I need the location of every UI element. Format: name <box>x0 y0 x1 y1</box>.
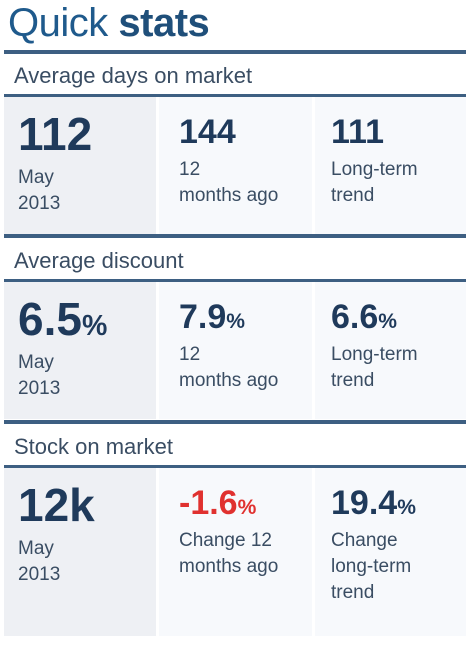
title-bold: stats <box>118 1 210 45</box>
stat-cell-long-term: 111 Long-term trend <box>312 97 466 234</box>
stat-value-negative: -1.6% <box>179 484 257 522</box>
section-divider <box>4 279 466 282</box>
stat-label: Long-term trend <box>331 159 418 206</box>
section-header-label: Average days on market <box>14 63 253 88</box>
stat-cell-change-12-months: -1.6% Change 12 months ago <box>156 468 312 636</box>
title-divider <box>4 50 466 54</box>
stat-cell-12-months-ago: 144 12 months ago <box>156 97 312 234</box>
stat-label: 12 months ago <box>179 344 279 391</box>
section-average-discount: Average discount 6.5% May 2013 7.9% 12 m… <box>4 242 466 424</box>
stat-label: Change 12 months ago <box>179 530 279 577</box>
stat-value: 7.9% <box>179 298 246 336</box>
stat-label: May 2013 <box>18 538 61 585</box>
stat-cell-current: 12k May 2013 <box>4 468 156 636</box>
section-days-on-market: Average days on market 112 May 2013 144 … <box>4 57 466 238</box>
section-bottom-divider <box>4 420 466 424</box>
stat-cell-long-term: 6.6% Long-term trend <box>312 282 466 419</box>
stat-value: 12k <box>18 479 95 531</box>
stat-label: May 2013 <box>18 167 61 214</box>
section-header: Average days on market <box>4 57 466 94</box>
stat-value: 6.5% <box>18 293 108 345</box>
section-divider <box>4 94 466 97</box>
section-header: Average discount <box>4 242 466 279</box>
section-header-label: Stock on market <box>14 434 173 459</box>
stat-value: 111 <box>331 113 384 151</box>
section-header-label: Average discount <box>14 248 184 273</box>
stat-row: 112 May 2013 144 12 months ago 111 Long-… <box>4 97 466 234</box>
title-light: Quick <box>8 1 108 45</box>
stat-value: 6.6% <box>331 298 398 336</box>
stat-row: 12k May 2013 -1.6% Change 12 months ago … <box>4 468 466 636</box>
stat-value: 144 <box>179 113 236 151</box>
stat-cell-12-months-ago: 7.9% 12 months ago <box>156 282 312 419</box>
stat-label: Long-term trend <box>331 344 418 391</box>
section-header: Stock on market <box>4 428 466 465</box>
stat-label: 12 months ago <box>179 159 279 206</box>
stat-row: 6.5% May 2013 7.9% 12 months ago 6.6% Lo… <box>4 282 466 419</box>
section-stock-on-market: Stock on market 12k May 2013 -1.6% Chang… <box>4 428 466 638</box>
stat-label: Change long-term trend <box>331 530 412 603</box>
widget-title: Quick stats <box>8 0 210 46</box>
stat-cell-current: 112 May 2013 <box>4 97 156 234</box>
section-bottom-divider <box>4 234 466 238</box>
stat-value: 19.4% <box>331 484 416 522</box>
stat-cell-current: 6.5% May 2013 <box>4 282 156 419</box>
stat-label: May 2013 <box>18 352 61 399</box>
stat-value: 112 <box>18 108 93 160</box>
section-divider <box>4 465 466 468</box>
stat-cell-change-long-term: 19.4% Change long-term trend <box>312 468 466 636</box>
